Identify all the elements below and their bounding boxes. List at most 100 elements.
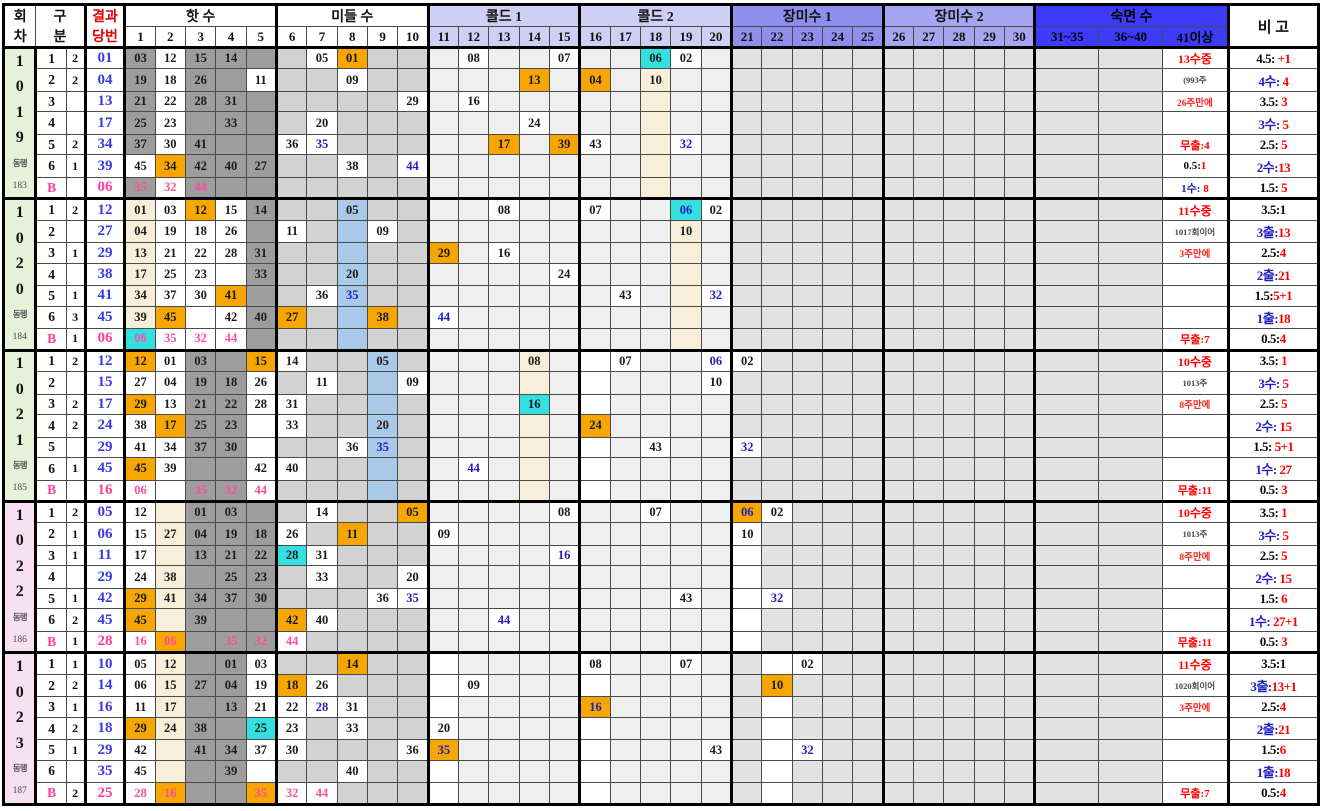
empty-cell [488,45,520,70]
text-part: 27 [1276,462,1292,478]
empty-cell [488,262,520,287]
empty-cell [730,91,763,113]
number-cell: 16 [457,91,490,113]
empty-cell [397,651,429,675]
empty-cell [457,436,490,458]
sleep-31-35-cell [1033,348,1100,373]
empty-cell [852,479,884,503]
empty-cell [548,305,581,330]
row-label: 5 [34,285,67,307]
number-cell: 26 [306,673,338,698]
number-cell: 07 [670,651,702,675]
empty-cell [1004,219,1036,244]
empty-cell [913,716,945,741]
number-cell: 19 [184,371,217,395]
empty-cell [1004,565,1036,589]
empty-cell [791,176,824,200]
empty-cell [457,219,490,244]
empty-cell [1004,262,1036,287]
empty-cell [488,154,520,178]
sleep-41plus-cell: 1수: 8 [1161,176,1229,200]
column-header: 11 [426,26,459,49]
block-row: 3 1 29 13 21 22 28 31 29 16 3주만에 2.5:4 [4,242,1320,264]
empty-cell [639,545,672,567]
number-cell: 16 [488,242,520,264]
row-label: 2 [34,68,67,93]
empty-cell [791,696,824,718]
number-cell: 28 [184,91,217,113]
empty-cell [913,45,945,70]
sleep-36-40-cell [1098,499,1163,524]
empty-cell [274,111,308,135]
empty-cell [488,782,520,805]
column-header: 9 [366,26,399,49]
empty-cell [609,587,642,610]
count-cell [65,262,86,287]
empty-cell [913,414,945,438]
empty-cell [852,91,884,113]
empty-cell [548,759,581,784]
empty-cell [457,133,490,156]
column-header: 41이상 [1161,26,1229,49]
number-cell: 10 [730,522,763,547]
remark-cell: 3.5: 1 [1226,348,1320,373]
empty-cell [548,522,581,547]
empty-cell [852,456,884,481]
block-row: 6 1 39 45 34 42 40 27 38 44 0.5:1 2수:13 [4,154,1320,178]
remark-cell: 3.5:1 [1226,651,1320,675]
empty-cell [973,68,1006,93]
empty-cell [397,436,429,458]
sleep-31-35-cell [1033,759,1100,784]
empty-cell [852,262,884,287]
empty-cell [700,414,733,438]
empty-cell [852,371,884,395]
empty-cell [488,673,520,698]
result-cell: 16 [83,696,126,718]
empty-cell [336,479,368,503]
empty-cell [154,608,186,632]
remark-cell: 0.5: 3 [1226,630,1320,654]
empty-cell [578,176,611,200]
number-cell: 11 [123,696,156,718]
result-header: 결과 당번 [83,4,126,48]
empty-cell [457,479,490,503]
number-cell: 35 [336,285,368,307]
empty-cell [973,176,1006,200]
empty-cell [274,242,308,264]
row-label: B [34,176,67,200]
column-header: 20 [700,26,733,49]
empty-cell [366,285,399,307]
result-cell: 13 [83,91,126,113]
block-row: 3 13 21 22 28 31 29 16 26주만에 3.5: 3 [4,91,1320,113]
empty-cell [881,305,915,330]
sleep-41plus-cell: 13수중 [1161,45,1229,70]
empty-cell [943,68,975,93]
column-header: 19 [670,26,702,49]
empty-cell [366,242,399,264]
empty-cell [639,111,672,135]
sleep-36-40-cell [1098,696,1163,718]
table-body: 1 0 1 9 동행 183 1 2 01 03 12 15 14 05 01 08 07 06 02 13수중 4.5… [1,45,1320,805]
number-cell: 34 [154,154,186,178]
empty-cell [973,197,1006,221]
empty-cell [670,371,702,395]
empty-cell [881,414,915,438]
sleep-31-35-cell [1033,414,1100,438]
number-cell: 31 [215,91,247,113]
number-cell: 33 [336,716,368,741]
text-part: 5 [1278,179,1288,195]
empty-cell [609,456,642,481]
empty-cell [366,133,399,156]
empty-cell [578,91,611,113]
empty-cell [518,630,550,654]
result-cell: 34 [83,133,126,156]
round-label-stack: 1 0 2 1 동행 185 [6,353,35,501]
sleep-36-40-cell [1098,456,1163,481]
empty-cell [913,371,945,395]
empty-cell [700,608,733,632]
sleep-36-40-cell [1098,91,1163,113]
result-cell: 45 [83,608,126,632]
remark-cell: 1수: 27+1 [1226,608,1320,632]
empty-cell [488,91,520,113]
